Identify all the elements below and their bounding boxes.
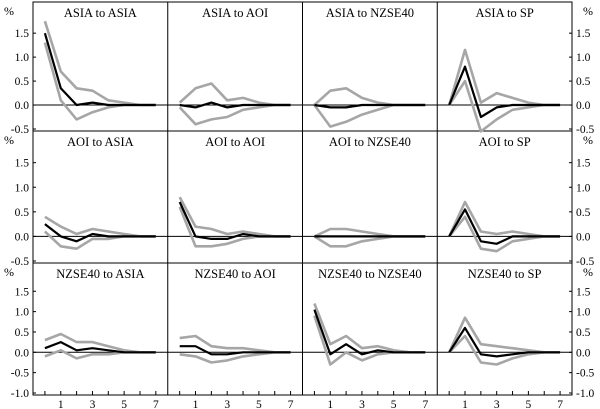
y-tick-label-left: 0.5 [15, 76, 30, 88]
impulse-response-line [179, 101, 291, 109]
upper-band-line [313, 87, 426, 107]
upper-band-line [179, 334, 291, 354]
x-tick-label: 7 [422, 399, 428, 409]
x-tick-label: 3 [494, 399, 500, 409]
y-unit-label-left-row2: % [4, 133, 14, 147]
y-tick-label-right: 0.5 [576, 207, 591, 219]
y-unit-label-left-row3: % [4, 265, 14, 279]
panel-title: NZSE40 to ASIA [56, 267, 144, 281]
upper-band-line [44, 215, 156, 238]
x-tick-label: 5 [526, 399, 532, 409]
y-tick-label-left: 1.5 [15, 28, 30, 40]
panel-title: ASIA to ASIA [64, 6, 137, 20]
lower-band-line [313, 315, 426, 366]
lower-band-line [43, 42, 156, 121]
panel-title: AOI to AOI [205, 135, 265, 149]
upper-band-line [448, 316, 561, 354]
panel-title: ASIA to AOI [202, 6, 268, 20]
y-tick-label-left: 1.5 [15, 158, 30, 170]
x-tick-label: 3 [359, 399, 365, 409]
upper-band-line [178, 196, 291, 238]
y-unit-label-right-row1: % [583, 4, 593, 18]
x-tick-label: 3 [224, 399, 230, 409]
x-tick-label: 7 [153, 399, 159, 409]
y-tick-label-left: 0.0 [15, 100, 30, 112]
lower-band-line [448, 334, 561, 366]
y-unit-label-right-row3: % [583, 265, 593, 279]
y-tick-label-right: 1.5 [576, 28, 591, 40]
y-tick-label-left: 0.5 [15, 207, 30, 219]
y-tick-label-left: -0.5 [11, 124, 29, 136]
y-tick-label-left: 0.5 [15, 327, 30, 339]
panel-title: AOI to NZSE40 [329, 135, 411, 149]
panel-title: ASIA to SP [475, 6, 533, 20]
y-tick-label-right: -0.5 [576, 256, 594, 268]
panel-title: NZSE40 to NZSE40 [318, 267, 421, 281]
impulse-response-line [178, 201, 291, 240]
panel-title: AOI to ASIA [67, 135, 134, 149]
x-tick-label: 5 [121, 399, 127, 409]
y-tick-label-right: 1.5 [576, 158, 591, 170]
x-tick-label: 1 [193, 399, 199, 409]
impulse-response-line [43, 32, 156, 107]
y-tick-label-left: 1.0 [15, 307, 30, 319]
y-tick-label-right: 0.0 [576, 347, 591, 359]
impulse-response-line [448, 208, 561, 245]
y-tick-label-right: -0.5 [576, 124, 594, 136]
y-tick-label-right: 0.0 [576, 100, 591, 112]
y-tick-label-left: -0.5 [11, 368, 29, 380]
x-tick-label: 5 [256, 399, 262, 409]
impulse-response-line [44, 223, 156, 243]
x-tick-label: 1 [58, 399, 64, 409]
x-tick-label: 3 [90, 399, 96, 409]
impulse-response-line [44, 341, 156, 354]
x-tick-label: 5 [391, 399, 397, 409]
y-tick-label-left: 1.0 [15, 52, 30, 64]
y-tick-label-left: 0.0 [15, 231, 30, 243]
y-tick-label-right: 0.0 [576, 231, 591, 243]
panel-title: AOI to SP [479, 135, 531, 149]
x-tick-label: 7 [557, 399, 563, 409]
upper-band-line [313, 303, 426, 354]
lower-band-line [313, 235, 426, 248]
y-tick-label-right: 0.5 [576, 327, 591, 339]
panel-title: NZSE40 to SP [468, 267, 542, 281]
y-tick-label-right: 1.0 [576, 182, 591, 194]
x-tick-label: 1 [462, 399, 468, 409]
impulse-response-line [448, 65, 561, 119]
y-tick-label-left: 1.5 [15, 286, 30, 298]
y-tick-label-right: 1.0 [576, 307, 591, 319]
upper-band-line [43, 20, 156, 107]
x-tick-label: 1 [327, 399, 333, 409]
panel-title: NZSE40 to AOI [195, 267, 276, 281]
y-tick-label-right: 1.0 [576, 52, 591, 64]
impulse-response-line [179, 345, 291, 356]
upper-band-line [447, 48, 561, 107]
y-tick-label-right: -1.0 [576, 388, 594, 400]
y-tick-label-left: 0.0 [15, 347, 30, 359]
impulse-response-line [448, 326, 561, 358]
impulse-response-line [313, 309, 426, 356]
y-tick-label-right: 0.5 [576, 76, 591, 88]
y-unit-label-left-row1: % [4, 4, 14, 18]
upper-band-line [178, 82, 291, 107]
y-tick-label-left: -0.5 [11, 256, 29, 268]
y-tick-label-right: -0.5 [576, 368, 594, 380]
panel-title: ASIA to NZSE40 [326, 6, 414, 20]
y-tick-label-right: 1.5 [576, 286, 591, 298]
impulse-response-line [314, 103, 426, 109]
y-tick-label-left: -1.0 [11, 388, 29, 400]
y-tick-label-left: 1.0 [15, 182, 30, 194]
x-tick-label: 7 [288, 399, 294, 409]
y-unit-label-right-row2: % [583, 133, 593, 147]
